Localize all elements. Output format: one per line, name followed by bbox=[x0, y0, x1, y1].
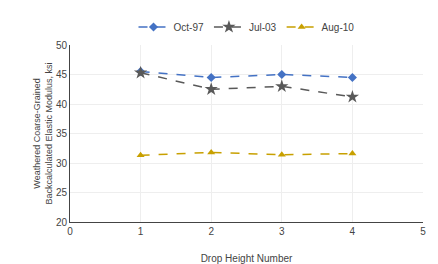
svg-text:Weathered Coarse-GrainedBackca: Weathered Coarse-GrainedBackcalculated E… bbox=[32, 62, 54, 204]
svg-text:5: 5 bbox=[420, 226, 426, 237]
svg-text:Drop Height Number: Drop Height Number bbox=[201, 253, 293, 264]
svg-text:25: 25 bbox=[56, 187, 68, 198]
svg-text:30: 30 bbox=[56, 158, 68, 169]
svg-text:2: 2 bbox=[208, 226, 214, 237]
svg-text:Aug-10: Aug-10 bbox=[322, 22, 355, 33]
svg-text:Oct-97: Oct-97 bbox=[174, 22, 204, 33]
svg-text:45: 45 bbox=[56, 69, 68, 80]
svg-text:50: 50 bbox=[56, 40, 68, 51]
svg-text:1: 1 bbox=[138, 226, 144, 237]
svg-text:3: 3 bbox=[279, 226, 285, 237]
svg-text:0: 0 bbox=[67, 226, 73, 237]
svg-text:40: 40 bbox=[56, 99, 68, 110]
svg-text:Jul-03: Jul-03 bbox=[249, 22, 277, 33]
svg-text:4: 4 bbox=[350, 226, 356, 237]
svg-text:35: 35 bbox=[56, 128, 68, 139]
svg-text:20: 20 bbox=[56, 217, 68, 228]
